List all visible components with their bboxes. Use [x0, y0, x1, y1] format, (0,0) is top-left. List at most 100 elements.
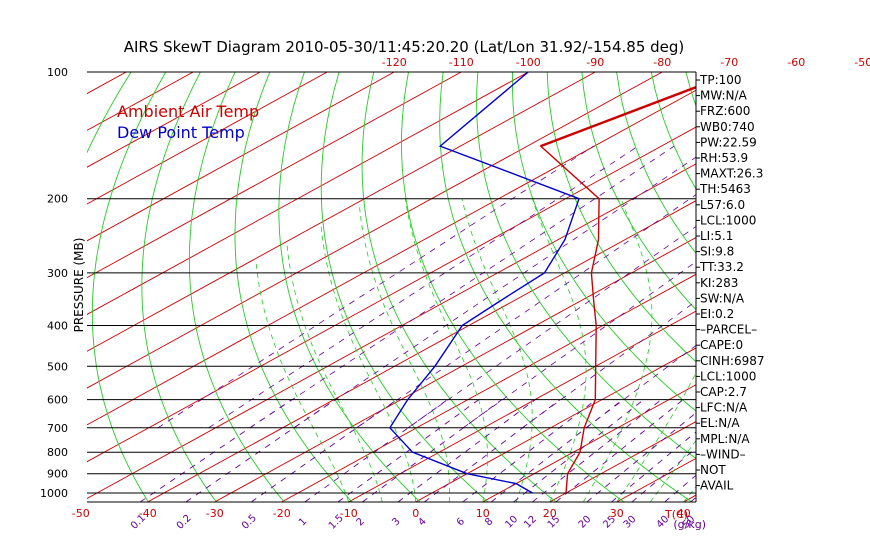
mixing-ratio-line [513, 399, 644, 502]
mixing-ratio-line [251, 399, 398, 502]
isotherm-line [87, 72, 663, 389]
stats-item: EL:N/A [700, 416, 740, 430]
series-layer [389, 72, 696, 494]
mixing-ratio-tick-label: 3 [390, 516, 402, 528]
mixing-ratio-tick-label: 2 [355, 516, 367, 528]
isobar-lines [87, 71, 696, 494]
moist-adiabat-line [358, 203, 450, 502]
isotherm-line [818, 72, 870, 502]
y-tick-label: 1000 [40, 487, 68, 500]
isotherm-line [87, 72, 529, 315]
stats-item: CAP:2.7 [700, 385, 747, 399]
isotherm-line [281, 273, 696, 502]
dry-adiabat-line [91, 72, 167, 502]
stats-item: PW:22.59 [700, 135, 757, 149]
y-tick-label: 500 [47, 360, 68, 373]
dry-adiabat-line [439, 72, 693, 502]
isotherm-line [87, 72, 127, 95]
stats-item: CAPE:0 [700, 338, 743, 352]
top-tick-label: -70 [720, 56, 738, 69]
bottom-tick-label: 40 [677, 507, 691, 520]
y-tick-label: 300 [47, 267, 68, 280]
bottom-tick-label: 30 [610, 507, 624, 520]
mixing-ratio-tick-label: 0.2 [175, 513, 194, 532]
mixing-ratio-tick-label: 20 [577, 514, 594, 531]
y-tick-label: 200 [47, 193, 68, 206]
isotherm-line [482, 384, 696, 502]
isotherm-line [87, 72, 596, 352]
mixing-ratio-line [407, 225, 696, 429]
stats-item: –WIND– [700, 447, 746, 461]
mixing-ratio-tick-label: 12 [522, 514, 539, 531]
dry-adiabat-line [278, 72, 421, 502]
dry-adiabat-line [512, 72, 696, 412]
mixing-ratio-line [462, 399, 597, 502]
isotherm-line [87, 72, 395, 242]
stats-item: FRZ:600 [700, 104, 750, 118]
mixing-ratio-line [664, 474, 696, 502]
isotherm-line [87, 126, 696, 463]
dry-adiabat-line [546, 72, 696, 363]
stats-item: NOT [700, 463, 726, 477]
stats-item: MW:N/A [700, 89, 748, 103]
moist-adiabat-line [532, 198, 587, 502]
stats-item: MPL:N/A [700, 432, 750, 446]
mixing-ratio-line [424, 399, 561, 502]
mixing-ratio-line [462, 261, 696, 429]
dry-adiabat-line [755, 72, 870, 502]
mixing-ratio-line [397, 399, 536, 502]
mixing-ratio-line [208, 145, 639, 429]
stats-item: CINH:6987 [700, 354, 765, 368]
y-tick-label: 100 [47, 66, 68, 79]
background-lines [87, 72, 870, 502]
mixing-ratio-tick-label: 0.5 [240, 513, 259, 532]
ambient-air-temp-line [539, 86, 696, 494]
y-tick-label: 400 [47, 319, 68, 332]
y-tick-label: 800 [47, 446, 68, 459]
dry-adiabat-line [320, 72, 489, 502]
isotherm-line [415, 347, 696, 502]
mixing-ratio-tick-label: 30 [622, 514, 639, 531]
mixing-ratio-line [293, 156, 696, 429]
stats-item: KI:283 [700, 276, 738, 290]
moist-adiabat-line [461, 198, 533, 502]
mixing-ratio-line [532, 399, 662, 502]
bottom-tick-label: -10 [340, 507, 358, 520]
bottom-tick-label: 10 [476, 507, 490, 520]
bottom-tick-label: -30 [206, 507, 224, 520]
dry-adiabat-line [401, 72, 625, 502]
x-axis-label: T(C) [664, 508, 688, 521]
mixing-ratio-line [586, 412, 696, 502]
stats-item: TP:100 [699, 73, 742, 87]
y-tick-label: 900 [47, 468, 68, 481]
legend-dew-point-temp: Dew Point Temp [117, 123, 245, 142]
mixing-ratio-tick-label: 4 [416, 516, 428, 528]
stats-item: MAXT:26.3 [700, 167, 763, 181]
dry-adiabat-line [361, 72, 557, 502]
stats-item: RH:53.9 [700, 151, 748, 165]
stats-item: LCL:1000 [700, 369, 756, 383]
top-tick-label: -110 [449, 56, 474, 69]
isotherm-line [87, 72, 462, 279]
stats-item: LFC:N/A [700, 401, 748, 415]
bottom-tick-label: -40 [139, 507, 157, 520]
isotherm-line [87, 72, 328, 205]
mixing-ratio-line [555, 399, 684, 502]
moist-adiabat-line [582, 198, 653, 502]
top-tick-label: -90 [586, 56, 604, 69]
isotherm-line [147, 200, 696, 502]
top-tick-labels: -120-110-100-90-80-70-60-50-40 [382, 56, 870, 69]
moist-adiabat-line [286, 243, 383, 502]
y-tick-labels: 100 200 300 400 500 600 700 800 900 1000 [40, 66, 68, 500]
mixing-ratio-line [490, 399, 623, 502]
stats-item: LCL:1000 [700, 213, 756, 227]
isotherm-line [751, 72, 870, 502]
stats-item: –PARCEL– [700, 323, 757, 337]
top-tick-label: -60 [787, 56, 805, 69]
mixing-ratio-line [362, 399, 503, 502]
mixing-ratio-line [249, 145, 675, 429]
isotherm-line [549, 421, 696, 502]
plot-frame [87, 72, 697, 503]
stats-item: TT:33.2 [699, 260, 744, 274]
